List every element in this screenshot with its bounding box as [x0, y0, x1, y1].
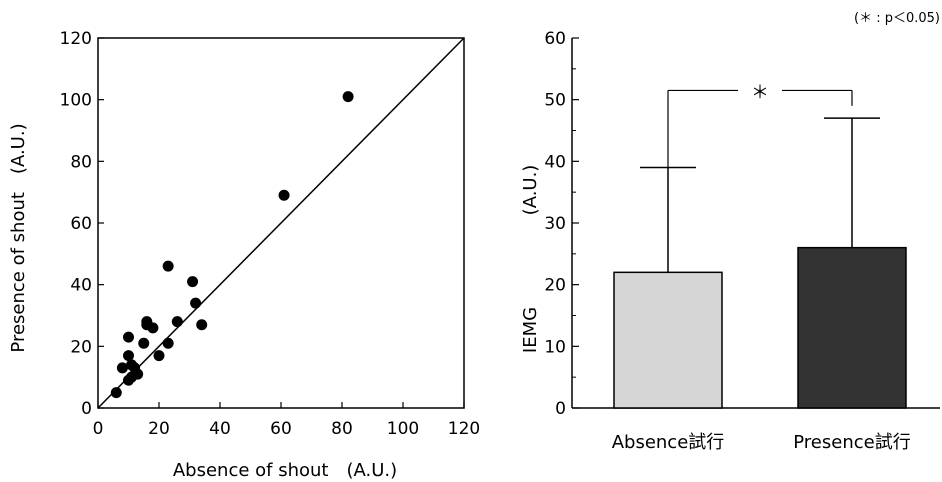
scatter-x-tick-label: 100	[387, 419, 419, 439]
scatter-point	[162, 260, 174, 272]
significance-note: (＊ : p＜0.05)	[854, 11, 940, 26]
bar-category-label: Presence試行	[793, 432, 910, 453]
bar-bars: Absence試行 Presence試行	[612, 117, 911, 453]
scatter-point	[123, 374, 134, 386]
scatter-point	[123, 350, 134, 362]
scatter-point	[342, 91, 354, 103]
scatter-y-tick-label: 60	[70, 214, 92, 234]
bar-chart: (＊ : p＜0.05) 0 10 20 30 40 50 60 Absence試行 Pres…	[520, 11, 940, 453]
bar-y-tick-label: 0	[555, 399, 566, 419]
bar-y-tick-label: 50	[544, 91, 566, 111]
bar-y-tick-label: 60	[544, 29, 566, 49]
scatter-x-tick-label: 40	[209, 419, 231, 439]
identity-line-group	[97, 37, 465, 409]
scatter-x-axis-label: Absence of shout (A.U.)	[173, 460, 397, 481]
scatter-x-tick-label: 120	[448, 419, 480, 439]
scatter-y-tick-label: 0	[81, 399, 92, 419]
scatter-point	[190, 297, 202, 309]
scatter-point	[171, 316, 183, 328]
bar-y-tick-label: 10	[544, 337, 566, 357]
scatter-point	[116, 362, 128, 374]
scatter-x-tick-label: 20	[148, 419, 170, 439]
bar-y-tick-label: 30	[544, 214, 566, 234]
scatter-point	[196, 319, 208, 331]
bar-y-tick-label: 40	[544, 152, 566, 172]
scatter-point	[147, 322, 159, 334]
scatter-point	[278, 189, 290, 201]
bar-y-tick-label: 20	[544, 276, 566, 296]
bar	[797, 246, 907, 409]
bar-y-axis-label-word: IEMG	[520, 307, 541, 353]
scatter-y-ticks: 0 20 40 60 80 100 120	[60, 29, 104, 419]
bar-y-ticks: 0 10 20 30 40 50 60	[544, 29, 579, 419]
bar-y-axis-label-unit: (A.U.)	[520, 165, 541, 216]
significance-bracket: ＊	[667, 82, 853, 168]
bar	[613, 271, 723, 409]
scatter-x-tick-label: 60	[270, 419, 292, 439]
scatter-y-tick-label: 80	[70, 152, 92, 172]
scatter-point	[187, 276, 199, 288]
scatter-point	[123, 331, 134, 343]
scatter-y-tick-label: 100	[60, 91, 92, 111]
scatter-y-axis-label: Presence of shout (A.U.)	[8, 123, 29, 352]
scatter-y-tick-label: 120	[60, 29, 92, 49]
scatter-y-tick-label: 40	[70, 276, 92, 296]
scatter-points	[110, 91, 354, 399]
scatter-point	[153, 350, 165, 362]
scatter-y-tick-label: 20	[70, 337, 92, 357]
significance-asterisk: ＊	[751, 82, 769, 103]
identity-line	[97, 37, 465, 409]
bar-category-label: Absence試行	[612, 432, 725, 453]
scatter-point	[110, 387, 122, 399]
scatter-x-tick-label: 80	[331, 419, 353, 439]
scatter-point	[162, 337, 174, 349]
scatter-point	[138, 337, 150, 349]
scatter-x-ticks: 0 20 40 60 80 100 120	[93, 402, 480, 439]
scatter-x-tick-label: 0	[93, 419, 104, 439]
scatter-chart: 0 20 40 60 80 100 120 0 20 40 60 80 100 120 Absence …	[8, 29, 480, 481]
